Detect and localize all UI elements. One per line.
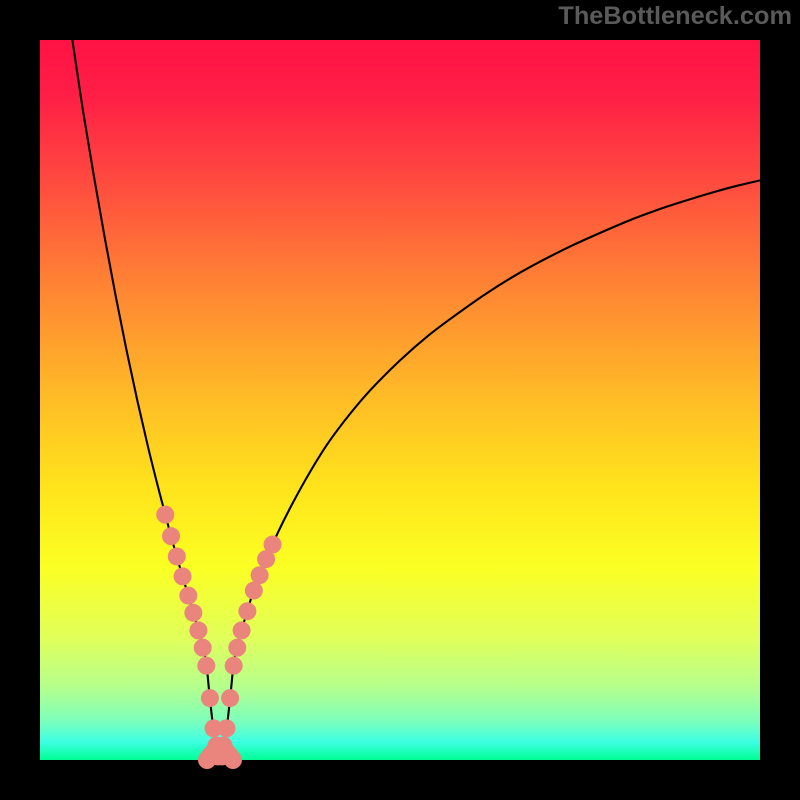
marker-dot xyxy=(156,506,174,524)
marker-dot xyxy=(217,719,235,737)
attribution-label: TheBottleneck.com xyxy=(558,2,792,31)
marker-dot xyxy=(225,657,243,675)
marker-dot xyxy=(238,602,256,620)
marker-dot xyxy=(189,621,207,639)
plot-background xyxy=(40,40,760,760)
marker-dot xyxy=(233,621,251,639)
marker-dot xyxy=(251,566,269,584)
marker-dot xyxy=(215,737,233,755)
marker-dot xyxy=(221,689,239,707)
marker-dot xyxy=(179,587,197,605)
marker-dot xyxy=(245,582,263,600)
marker-dot xyxy=(174,567,192,585)
chart-canvas xyxy=(0,0,800,800)
marker-dot xyxy=(264,536,282,554)
marker-dot xyxy=(194,639,212,657)
marker-dot xyxy=(201,689,219,707)
marker-dot xyxy=(162,527,180,545)
marker-dot xyxy=(197,657,215,675)
marker-dot xyxy=(228,639,246,657)
marker-dot xyxy=(168,547,186,565)
marker-dot xyxy=(184,604,202,622)
